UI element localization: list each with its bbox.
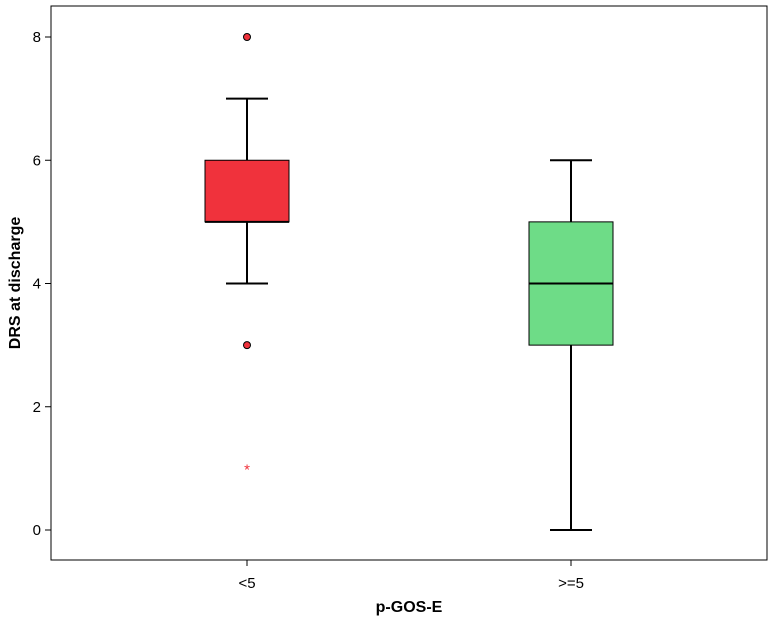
outlier-point <box>243 341 251 350</box>
box-group: * <box>204 33 290 478</box>
outlier-point <box>243 33 251 41</box>
iqr-box <box>204 159 290 223</box>
y-tick-label: 0 <box>33 522 41 539</box>
y-tick-label: 6 <box>33 152 41 169</box>
y-tick-label: 4 <box>33 276 41 293</box>
x-tick-label: <5 <box>238 575 255 592</box>
plot-area <box>50 5 768 561</box>
extreme-point: * <box>244 461 250 478</box>
y-axis: 0 2 4 6 8 <box>33 29 51 539</box>
x-axis-title: p-GOS-E <box>376 599 443 616</box>
box-group <box>528 159 614 531</box>
y-tick-label: 8 <box>33 29 41 46</box>
y-axis-title: DRS at discharge <box>7 217 24 350</box>
x-axis: <5 >=5 <box>238 560 584 592</box>
x-tick-label: >=5 <box>558 575 584 592</box>
boxes: * <box>204 33 614 531</box>
y-tick-label: 2 <box>33 399 41 416</box>
